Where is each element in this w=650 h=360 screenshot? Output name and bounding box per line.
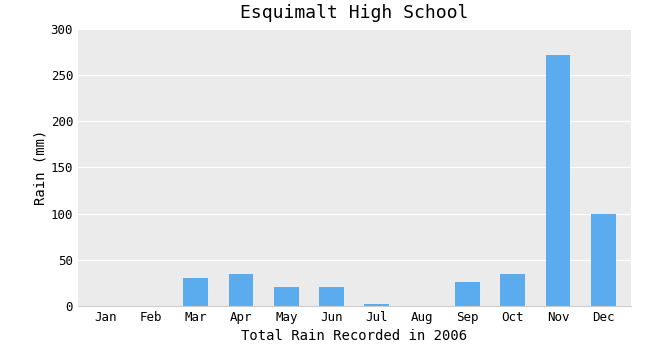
Y-axis label: Rain (mm): Rain (mm) bbox=[34, 130, 48, 205]
Bar bbox=[183, 278, 208, 306]
Bar bbox=[500, 274, 525, 306]
X-axis label: Total Rain Recorded in 2006: Total Rain Recorded in 2006 bbox=[241, 329, 467, 343]
Bar bbox=[365, 304, 389, 306]
Bar bbox=[274, 287, 299, 306]
Title: Esquimalt High School: Esquimalt High School bbox=[240, 4, 469, 22]
Bar bbox=[545, 55, 571, 306]
Bar bbox=[319, 287, 344, 306]
Bar bbox=[229, 274, 254, 306]
Bar bbox=[455, 282, 480, 306]
Bar bbox=[591, 213, 616, 306]
